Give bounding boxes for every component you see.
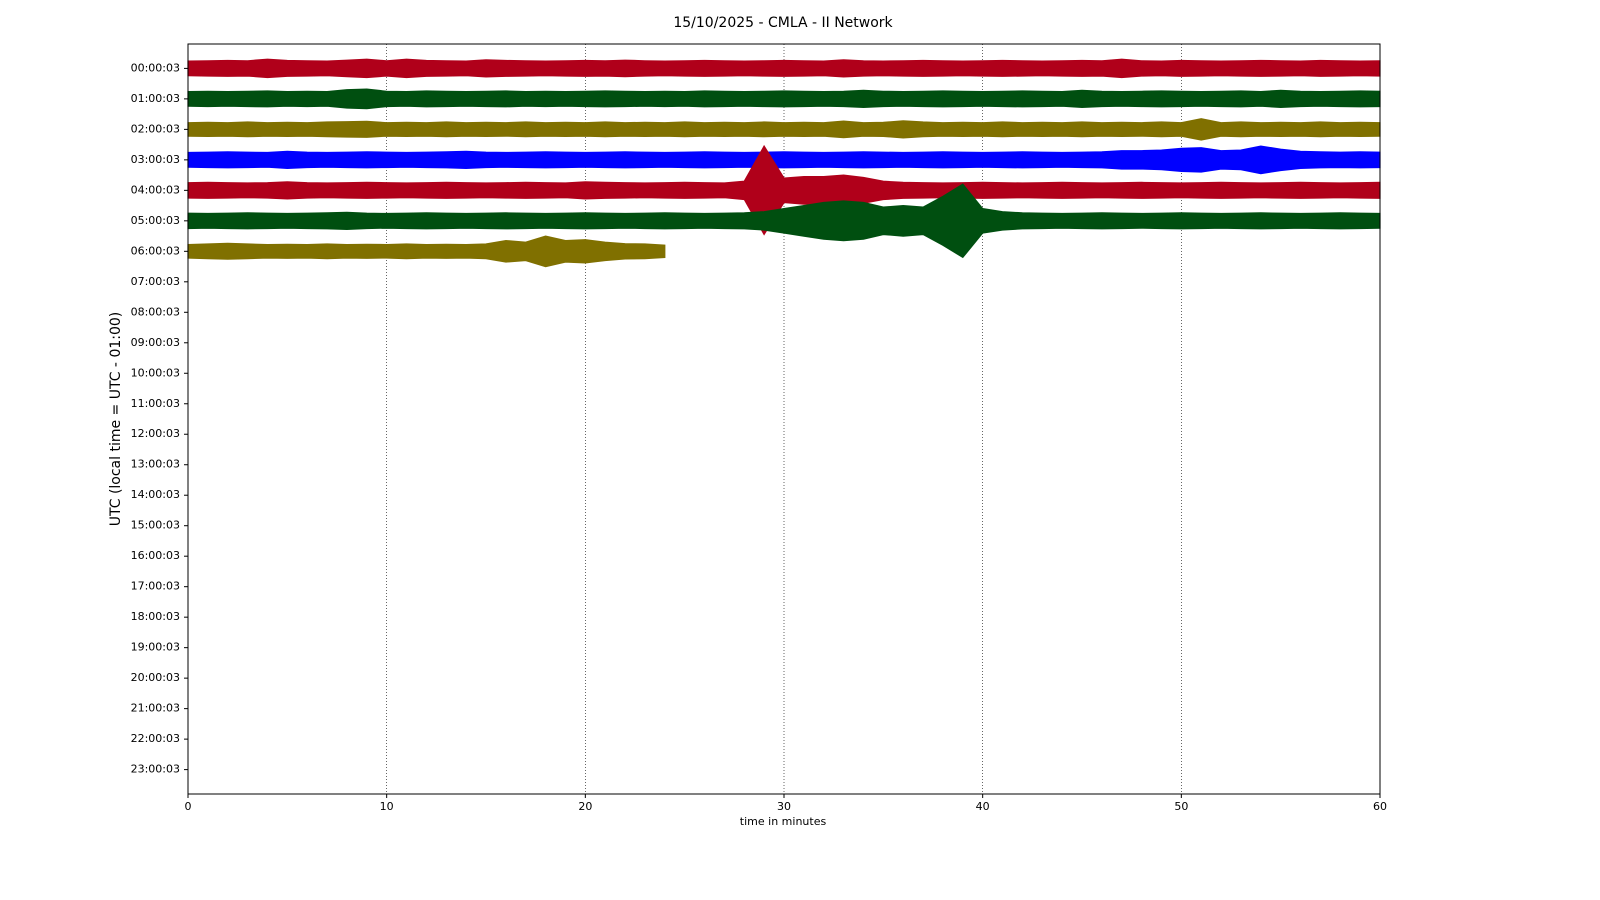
x-tick-label: 10	[380, 800, 394, 813]
x-tick-label: 30	[777, 800, 791, 813]
y-axis-label: UTC (local time = UTC - 01:00)	[108, 312, 124, 527]
y-tick-label: 02:00:03	[131, 122, 180, 135]
y-tick-label: 04:00:03	[131, 183, 180, 196]
y-tick-label: 17:00:03	[131, 580, 180, 593]
y-tick-label: 13:00:03	[131, 458, 180, 471]
x-tick-label: 0	[185, 800, 192, 813]
x-tick-label: 20	[578, 800, 592, 813]
y-tick-label: 14:00:03	[131, 488, 180, 501]
y-tick-label: 22:00:03	[131, 732, 180, 745]
x-tick-label: 60	[1373, 800, 1387, 813]
y-tick-label: 09:00:03	[131, 336, 180, 349]
chart-title: 15/10/2025 - CMLA - II Network	[673, 15, 893, 31]
ticks: 0 10 20 30 40 50 60 00:00:03 01:00:03 02:00:03 03:…	[131, 61, 1387, 813]
y-tick-label: 01:00:03	[131, 92, 180, 105]
y-tick-label: 15:00:03	[131, 519, 180, 532]
x-tick-label: 50	[1174, 800, 1188, 813]
y-tick-label: 20:00:03	[131, 671, 180, 684]
y-tick-label: 16:00:03	[131, 549, 180, 562]
seismic-trace	[187, 88, 1381, 110]
y-tick-label: 03:00:03	[131, 153, 180, 166]
x-axis-label: time in minutes	[740, 815, 827, 828]
seismic-trace	[187, 58, 1381, 79]
y-tick-label: 12:00:03	[131, 427, 180, 440]
y-tick-label: 23:00:03	[131, 763, 180, 776]
x-tick-label: 40	[976, 800, 990, 813]
y-tick-label: 21:00:03	[131, 702, 180, 715]
y-tick-label: 08:00:03	[131, 305, 180, 318]
y-tick-label: 11:00:03	[131, 397, 180, 410]
y-tick-label: 06:00:03	[131, 244, 180, 257]
y-tick-label: 10:00:03	[131, 366, 180, 379]
y-tick-label: 19:00:03	[131, 641, 180, 654]
seismic-trace	[187, 235, 666, 268]
y-tick-label: 05:00:03	[131, 214, 180, 227]
y-tick-label: 18:00:03	[131, 610, 180, 623]
y-tick-label: 07:00:03	[131, 275, 180, 288]
y-tick-label: 00:00:03	[131, 61, 180, 74]
